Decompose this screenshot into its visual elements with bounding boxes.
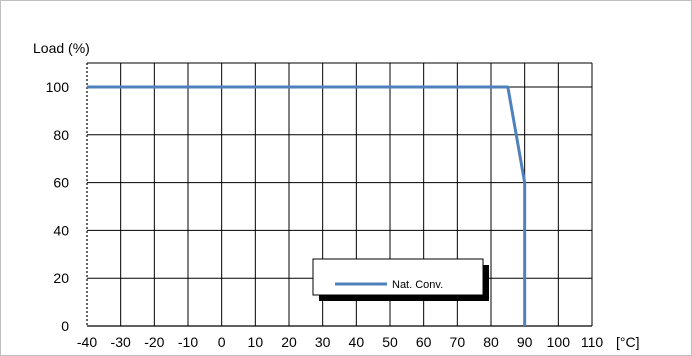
x-tick-label: 100 (547, 334, 571, 350)
x-tick-label: 50 (382, 334, 398, 350)
x-tick-label: 60 (416, 334, 432, 350)
y-axis-title: Load (%) (33, 40, 90, 56)
x-tick-label: 10 (248, 334, 264, 350)
y-tick-label: 0 (61, 318, 69, 334)
legend-box (312, 258, 484, 296)
y-tick-label: 20 (53, 270, 69, 286)
x-tick-label: -10 (178, 334, 198, 350)
series-line (87, 85, 527, 326)
y-tick-label: 40 (53, 222, 69, 238)
x-tick-label: 90 (517, 334, 533, 350)
x-tick-label: 70 (450, 334, 466, 350)
x-tick-label: -40 (77, 334, 97, 350)
x-tick-label: -30 (111, 334, 131, 350)
x-tick-label: 20 (281, 334, 297, 350)
x-tick-label: 80 (483, 334, 499, 350)
y-tick-label: 80 (53, 127, 69, 143)
x-tick-label: 30 (315, 334, 331, 350)
x-tick-label: -20 (144, 334, 164, 350)
legend-label: Nat. Conv. (392, 279, 443, 291)
series (87, 85, 527, 326)
x-tick-label: 40 (349, 334, 365, 350)
y-tick-label: 100 (46, 79, 70, 95)
x-tick-label: 110 (581, 334, 604, 350)
legend: Nat. Conv. (312, 258, 489, 301)
x-axis-title: [°C] (616, 334, 640, 350)
y-tick-label: 60 (53, 175, 69, 191)
axes: -40 -30 -20 -10 0 10 20 30 40 50 60 70 80 90 100 110 0 20… (46, 63, 604, 350)
x-tick-label: 0 (218, 334, 226, 350)
